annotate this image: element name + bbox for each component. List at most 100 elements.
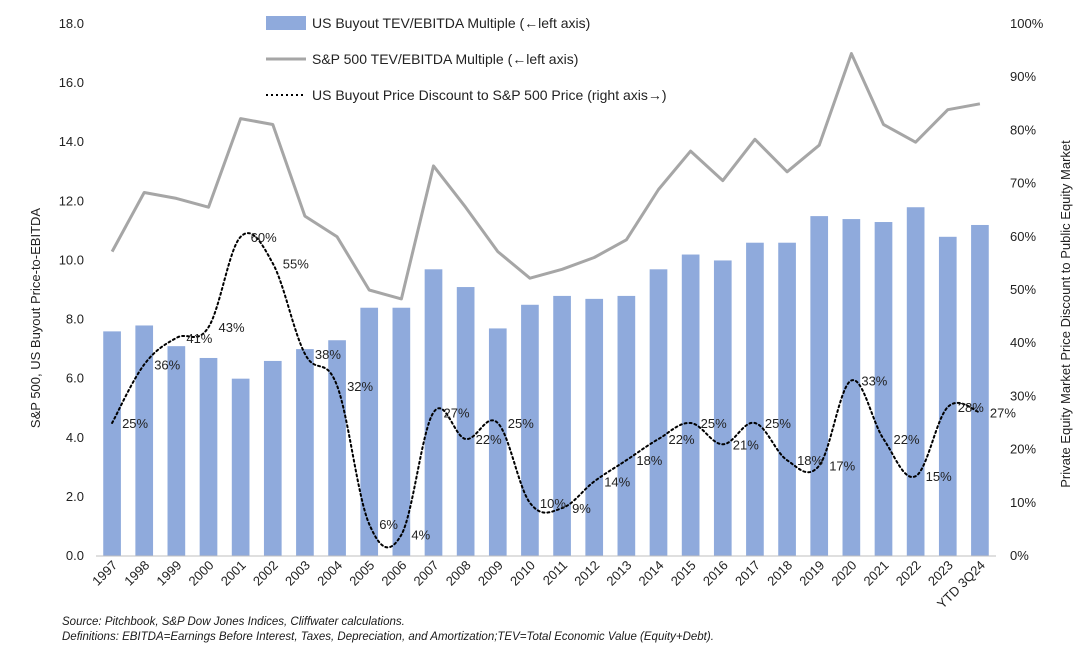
buyout-bar xyxy=(585,298,604,556)
discount-label: 25% xyxy=(765,416,791,431)
right-tick-label: 30% xyxy=(1010,388,1036,403)
discount-label: 28% xyxy=(958,400,984,415)
buyout-bar xyxy=(328,340,346,556)
right-tick-label: 60% xyxy=(1010,229,1036,244)
discount-label: 60% xyxy=(251,230,277,245)
discount-label: 14% xyxy=(604,475,630,490)
buyout-bar xyxy=(778,242,796,556)
buyout-bar xyxy=(971,224,989,556)
discount-label: 22% xyxy=(669,432,695,447)
legend: US Buyout TEV/EBITDA Multiple (←left axi… xyxy=(266,15,667,103)
discount-label: 25% xyxy=(508,416,534,431)
legend-label-sp500: S&P 500 TEV/EBITDA Multiple (←left axis) xyxy=(312,51,578,67)
buyout-bar xyxy=(392,307,411,556)
discount-label: 18% xyxy=(797,453,823,468)
x-tick-label: 2005 xyxy=(346,558,377,589)
x-tick-label: 2000 xyxy=(186,558,217,589)
discount-label: 36% xyxy=(154,357,180,372)
discount-label: 9% xyxy=(572,501,591,516)
x-tick-label: 2007 xyxy=(411,558,442,589)
left-tick-label: 14.0 xyxy=(59,134,84,149)
discount-label: 38% xyxy=(315,347,341,362)
left-tick-label: 8.0 xyxy=(66,312,84,327)
discount-label: 25% xyxy=(122,416,148,431)
x-tick-label: 1997 xyxy=(89,558,120,589)
buyout-bar xyxy=(488,328,507,556)
x-tick-label: 2003 xyxy=(282,558,313,589)
x-tick-label: 2010 xyxy=(507,558,538,589)
discount-label: 4% xyxy=(411,528,430,543)
discount-label: 25% xyxy=(701,416,727,431)
right-tick-label: 100% xyxy=(1010,16,1044,31)
buyout-bar xyxy=(617,295,636,556)
x-tick-label: 2009 xyxy=(475,558,506,589)
buyout-bar xyxy=(167,346,186,556)
buyout-bar xyxy=(360,307,379,556)
x-tick-label: 2002 xyxy=(250,558,281,589)
right-tick-label: 90% xyxy=(1010,69,1036,84)
legend-label-discount: US Buyout Price Discount to S&P 500 Pric… xyxy=(312,87,667,103)
discount-label: 6% xyxy=(379,517,398,532)
footnote-definitions: Definitions: EBITDA=Earnings Before Inte… xyxy=(62,631,714,643)
sp500-line xyxy=(110,52,981,301)
footnote-source: Source: Pitchbook, S&P Dow Jones Indices… xyxy=(62,616,405,628)
left-tick-label: 12.0 xyxy=(59,193,84,208)
discount-label: 22% xyxy=(894,432,920,447)
right-tick-label: 80% xyxy=(1010,122,1036,137)
buyout-bar xyxy=(263,360,282,556)
x-tick-label: 1998 xyxy=(121,558,152,589)
x-tick-label: 1999 xyxy=(153,558,184,589)
left-tick-label: 10.0 xyxy=(59,252,84,267)
buyout-bar xyxy=(553,295,571,556)
discount-data-labels: 25% 36% 41% 43% 60% 55% 38% 32% 6% 4% 27% 22% 25% 10%… xyxy=(122,230,1016,543)
discount-label: 15% xyxy=(926,469,952,484)
discount-label: 32% xyxy=(347,379,373,394)
buyout-bar xyxy=(231,378,250,556)
x-axis-ticks: 1997 1998 1999 2000 2001 2002 2003 2004 2005 2006… xyxy=(89,558,988,612)
buyout-bar xyxy=(810,216,829,556)
x-tick-label: 2006 xyxy=(378,558,409,589)
x-tick-label: 2013 xyxy=(603,558,634,589)
discount-label: 33% xyxy=(861,373,887,388)
x-tick-label: 2015 xyxy=(668,558,699,589)
buyout-bar xyxy=(199,357,218,556)
x-tick-label: 2020 xyxy=(828,558,859,589)
discount-label: 55% xyxy=(283,256,309,271)
buyout-bar xyxy=(938,236,957,557)
x-tick-label: 2014 xyxy=(636,558,667,589)
buyout-bar xyxy=(135,325,154,556)
right-tick-label: 50% xyxy=(1010,282,1036,297)
x-tick-label: 2019 xyxy=(796,558,827,589)
x-tick-label: 2017 xyxy=(732,558,763,589)
buyout-bar xyxy=(103,331,121,556)
discount-label: 41% xyxy=(186,331,212,346)
legend-label-buyout: US Buyout TEV/EBITDA Multiple (←left axi… xyxy=(312,15,590,31)
discount-label: 27% xyxy=(990,405,1016,420)
x-tick-label: 2018 xyxy=(764,558,795,589)
right-axis-ticks: 0% 10% 20% 30% 40% 50% 60% 70% 80% 90% 100% xyxy=(1010,16,1044,563)
left-tick-label: 18.0 xyxy=(59,16,84,31)
buyout-bar xyxy=(456,287,475,556)
x-tick-label: 2016 xyxy=(700,558,731,589)
discount-line xyxy=(111,232,981,549)
discount-label: 17% xyxy=(829,459,855,474)
x-tick-label: 2001 xyxy=(218,558,249,589)
buyout-bar xyxy=(649,269,668,556)
x-tick-label: 2004 xyxy=(314,558,345,589)
right-tick-label: 40% xyxy=(1010,335,1036,350)
x-tick-label: 2022 xyxy=(893,558,924,589)
left-tick-label: 0.0 xyxy=(66,548,84,563)
x-tick-label: 2012 xyxy=(571,558,602,589)
buyout-bar xyxy=(713,260,732,556)
discount-label: 27% xyxy=(444,405,470,420)
discount-label: 10% xyxy=(540,496,566,511)
lines xyxy=(110,52,981,549)
legend-swatch-buyout-bar xyxy=(266,16,306,30)
left-axis-title: S&P 500, US Buyout Price-to-EBITDA xyxy=(28,208,43,428)
discount-label: 43% xyxy=(219,320,245,335)
left-tick-label: 2.0 xyxy=(66,489,84,504)
buyout-bar xyxy=(681,254,700,557)
x-tick-label: 2008 xyxy=(443,558,474,589)
x-tick-label: 2011 xyxy=(540,558,570,588)
